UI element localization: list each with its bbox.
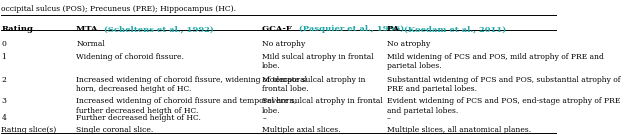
Text: 3: 3 — [1, 97, 6, 105]
Text: Widening of choroid fissure.: Widening of choroid fissure. — [76, 53, 184, 61]
Text: Rating slice(s): Rating slice(s) — [1, 126, 56, 134]
Text: MTA: MTA — [76, 25, 100, 33]
Text: Mild sulcal atrophy in frontal
lobe.: Mild sulcal atrophy in frontal lobe. — [262, 53, 374, 70]
Text: 1: 1 — [1, 53, 6, 61]
Text: 4: 4 — [1, 114, 6, 122]
Text: (Scheltens et al., 1992): (Scheltens et al., 1992) — [104, 25, 213, 33]
Text: 2: 2 — [1, 76, 6, 84]
Text: Substantial widening of PCS and POS, substantial atrophy of
PRE and parietal lob: Substantial widening of PCS and POS, sub… — [387, 76, 621, 93]
Text: Further decreased height of HC.: Further decreased height of HC. — [76, 114, 201, 122]
Text: No atrophy: No atrophy — [262, 40, 305, 48]
Text: Severe sulcal atrophy in frontal
lobe.: Severe sulcal atrophy in frontal lobe. — [262, 97, 383, 115]
Text: –: – — [387, 114, 391, 122]
Text: Multiple slices, all anatomical planes.: Multiple slices, all anatomical planes. — [387, 126, 531, 134]
Text: PA: PA — [387, 25, 402, 33]
Text: No atrophy: No atrophy — [387, 40, 430, 48]
Text: occipital sulcus (POS); Precuneus (PRE); Hippocampus (HC).: occipital sulcus (POS); Precuneus (PRE);… — [1, 5, 236, 13]
Text: Normal: Normal — [76, 40, 105, 48]
Text: Multiple axial slices.: Multiple axial slices. — [262, 126, 341, 134]
Text: (Koedam et al., 2011): (Koedam et al., 2011) — [404, 25, 506, 33]
Text: Rating: Rating — [1, 25, 33, 33]
Text: Increased widening of choroid fissure, widening of temporal
horn, decreased heig: Increased widening of choroid fissure, w… — [76, 76, 307, 93]
Text: Mild widening of PCS and POS, mild atrophy of PRE and
parietal lobes.: Mild widening of PCS and POS, mild atrop… — [387, 53, 604, 70]
Text: Single coronal slice.: Single coronal slice. — [76, 126, 154, 134]
Text: GCA-F: GCA-F — [262, 25, 295, 33]
Text: Moderate sulcal atrophy in
frontal lobe.: Moderate sulcal atrophy in frontal lobe. — [262, 76, 365, 93]
Text: Increased widening of choroid fissure and temporal horn,
further decreased heigt: Increased widening of choroid fissure an… — [76, 97, 297, 115]
Text: (Pasquier et al., 1996): (Pasquier et al., 1996) — [299, 25, 404, 33]
Text: 0: 0 — [1, 40, 6, 48]
Text: –: – — [262, 114, 266, 122]
Text: Evident widening of PCS and POS, end-stage atrophy of PRE
and parietal lobes.: Evident widening of PCS and POS, end-sta… — [387, 97, 621, 115]
